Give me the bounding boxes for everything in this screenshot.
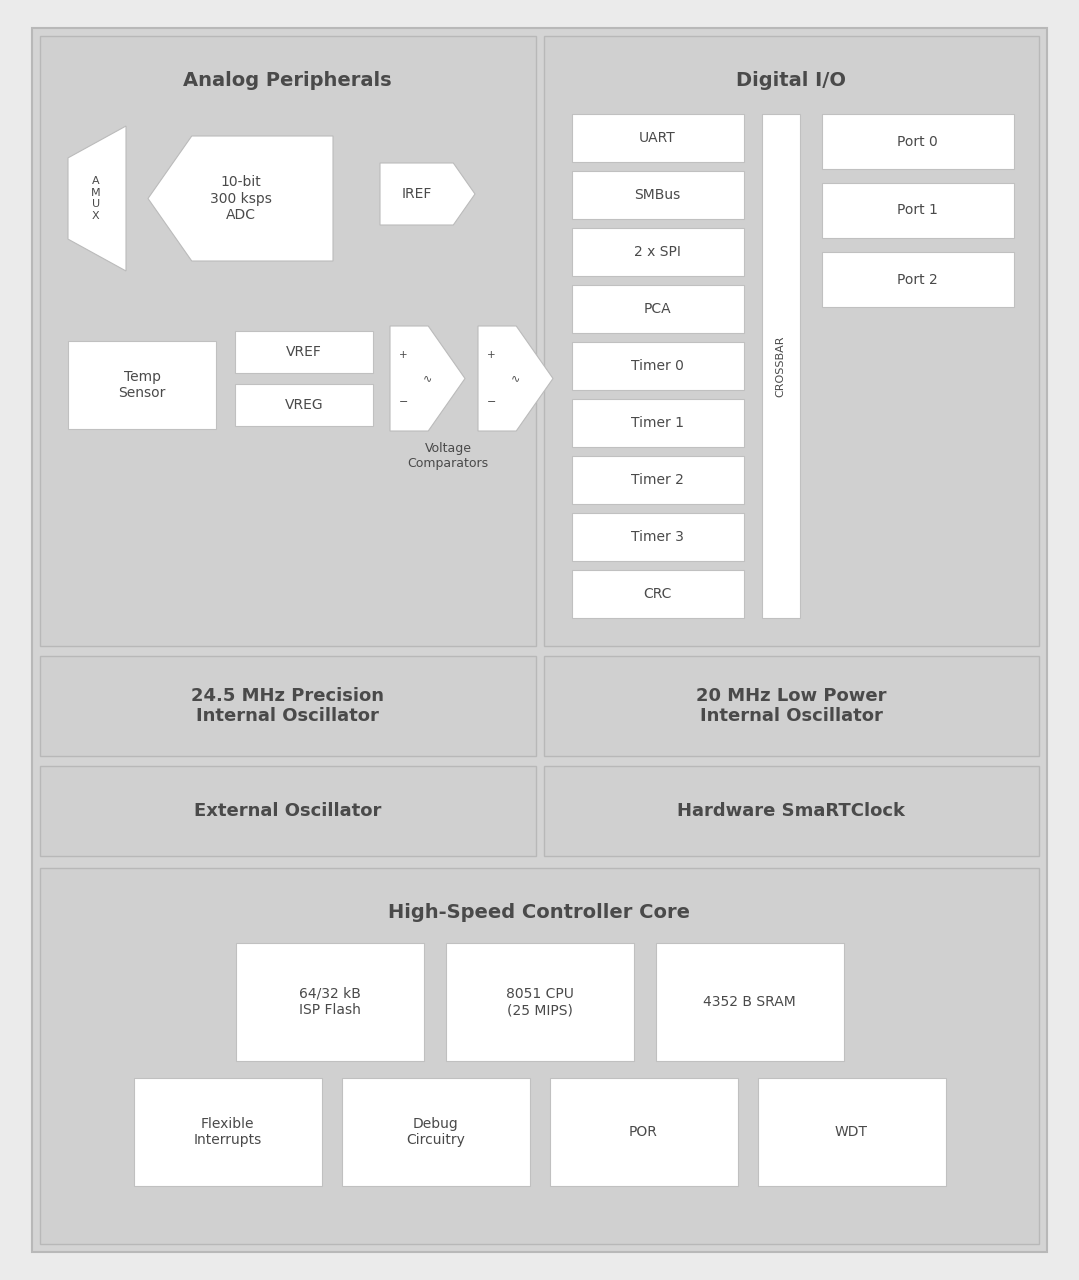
Bar xyxy=(572,114,743,163)
Text: PCA: PCA xyxy=(644,302,671,316)
Text: WDT: WDT xyxy=(835,1125,868,1139)
Polygon shape xyxy=(390,326,465,431)
Bar xyxy=(656,943,844,1061)
Bar xyxy=(572,285,743,333)
Text: Timer 0: Timer 0 xyxy=(631,358,684,372)
Bar xyxy=(235,384,373,426)
Text: Temp
Sensor: Temp Sensor xyxy=(119,370,166,401)
Text: SMBus: SMBus xyxy=(634,188,681,202)
Text: CROSSBAR: CROSSBAR xyxy=(776,335,786,397)
Bar xyxy=(40,655,535,756)
Text: IREF: IREF xyxy=(401,187,432,201)
Bar xyxy=(757,1078,945,1187)
Text: POR: POR xyxy=(629,1125,658,1139)
Bar xyxy=(572,513,743,561)
Bar xyxy=(235,943,423,1061)
Text: Port 0: Port 0 xyxy=(897,134,938,148)
Polygon shape xyxy=(68,125,126,271)
Bar xyxy=(762,114,800,618)
Bar xyxy=(544,36,1039,646)
Text: 10-bit
300 ksps
ADC: 10-bit 300 ksps ADC xyxy=(209,175,272,221)
Text: 8051 CPU
(25 MIPS): 8051 CPU (25 MIPS) xyxy=(506,987,573,1018)
Text: Analog Peripherals: Analog Peripherals xyxy=(183,72,392,91)
Bar xyxy=(134,1078,322,1187)
Bar xyxy=(572,342,743,390)
Text: A
M
U
X: A M U X xyxy=(91,177,100,221)
Bar xyxy=(572,399,743,447)
Text: Flexible
Interrupts: Flexible Interrupts xyxy=(193,1117,261,1147)
Text: Port 1: Port 1 xyxy=(897,204,938,218)
Bar xyxy=(549,1078,738,1187)
Text: Voltage
Comparators: Voltage Comparators xyxy=(408,442,489,470)
Text: 20 MHz Low Power
Internal Oscillator: 20 MHz Low Power Internal Oscillator xyxy=(696,686,887,726)
Bar xyxy=(341,1078,530,1187)
Text: Debug
Circuitry: Debug Circuitry xyxy=(406,1117,465,1147)
Text: CRC: CRC xyxy=(643,588,672,602)
Text: +: + xyxy=(399,351,408,361)
Text: 24.5 MHz Precision
Internal Oscillator: 24.5 MHz Precision Internal Oscillator xyxy=(191,686,384,726)
Text: 4352 B SRAM: 4352 B SRAM xyxy=(704,995,796,1009)
Polygon shape xyxy=(380,163,475,225)
Text: Digital I/O: Digital I/O xyxy=(736,72,846,91)
Text: Timer 1: Timer 1 xyxy=(631,416,684,430)
Bar xyxy=(544,765,1039,856)
Bar xyxy=(572,228,743,276)
Text: VREG: VREG xyxy=(285,398,324,412)
Text: ∿: ∿ xyxy=(423,374,433,384)
Bar xyxy=(40,765,535,856)
Text: High-Speed Controller Core: High-Speed Controller Core xyxy=(388,904,691,923)
Bar xyxy=(40,868,1039,1244)
Text: −: − xyxy=(487,397,496,407)
Text: Hardware SmaRTClock: Hardware SmaRTClock xyxy=(678,803,905,820)
Text: Port 2: Port 2 xyxy=(897,273,938,287)
Text: Timer 2: Timer 2 xyxy=(631,474,684,486)
Text: +: + xyxy=(488,351,496,361)
Text: 2 x SPI: 2 x SPI xyxy=(634,244,681,259)
Text: 64/32 kB
ISP Flash: 64/32 kB ISP Flash xyxy=(299,987,360,1018)
Bar xyxy=(40,36,535,646)
Bar xyxy=(68,340,216,429)
Bar xyxy=(235,332,373,372)
Bar xyxy=(821,183,1013,238)
Text: ∿: ∿ xyxy=(510,374,520,384)
Bar xyxy=(821,252,1013,307)
Text: −: − xyxy=(399,397,408,407)
Bar xyxy=(572,172,743,219)
Text: External Oscillator: External Oscillator xyxy=(194,803,382,820)
Text: VREF: VREF xyxy=(286,346,322,358)
Bar xyxy=(572,456,743,504)
Bar xyxy=(821,114,1013,169)
Bar xyxy=(572,570,743,618)
Bar xyxy=(544,655,1039,756)
Polygon shape xyxy=(148,136,333,261)
Text: Timer 3: Timer 3 xyxy=(631,530,684,544)
Polygon shape xyxy=(478,326,554,431)
Text: UART: UART xyxy=(639,131,675,145)
Bar xyxy=(446,943,633,1061)
